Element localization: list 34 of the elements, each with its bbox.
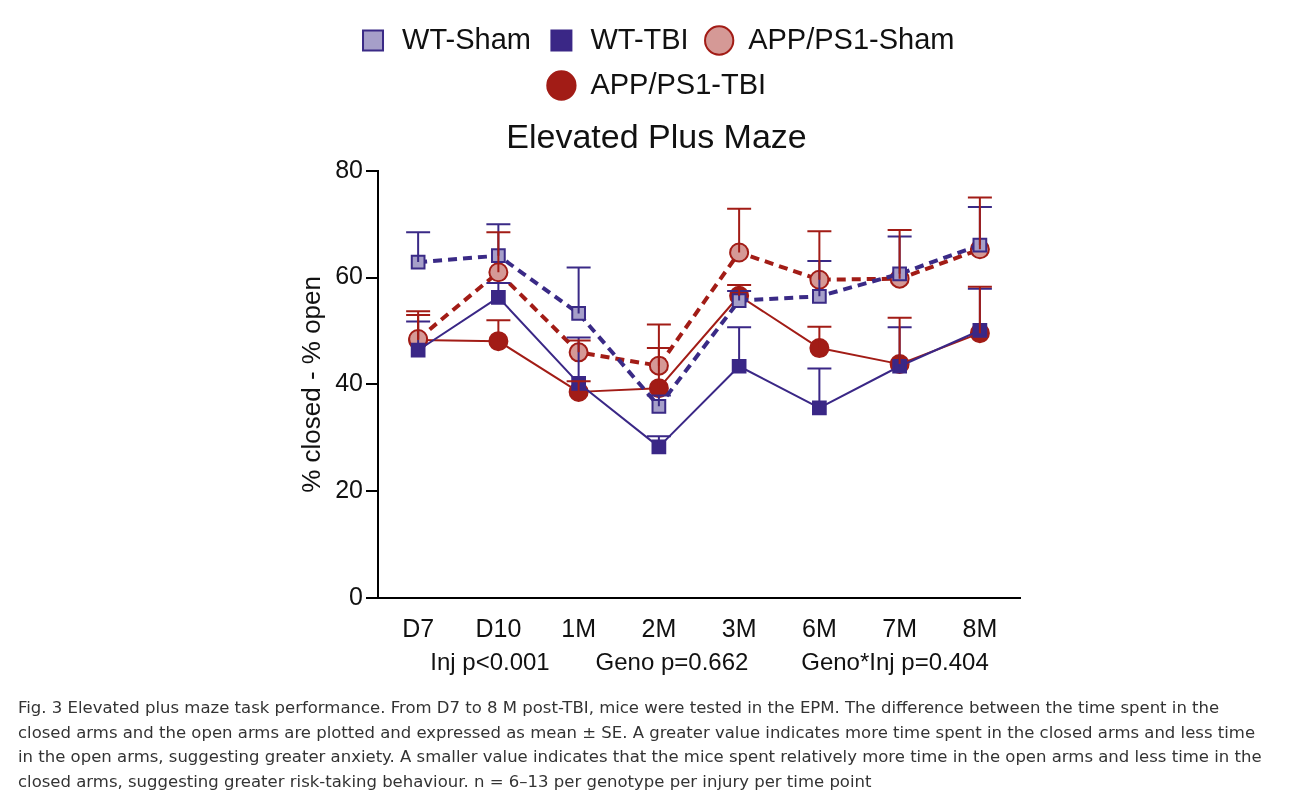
x-tick-label: 8M [962, 613, 998, 642]
point [809, 338, 830, 359]
y-tick-label: 0 [349, 581, 364, 610]
y-tick-label: 40 [335, 368, 364, 397]
x-tick-label: 2M [641, 613, 677, 642]
point [491, 289, 506, 305]
point [488, 331, 509, 352]
chart-title: Elevated Plus Maze [506, 116, 807, 155]
text: Inj p<0.001 [430, 648, 550, 676]
x-tick-label: 6M [802, 613, 837, 642]
text: Geno*Inj p=0.404 [801, 648, 989, 676]
point [410, 342, 426, 358]
point [729, 242, 750, 263]
x-tick-label: D10 [475, 613, 522, 642]
y-tick-label: 20 [335, 475, 364, 504]
x-tick-label: D7 [402, 613, 435, 642]
y-axis-title: % closed - % open [295, 276, 326, 493]
x-tick-label: 3M [721, 613, 757, 642]
legend-label: APP/PS1-Sham [748, 22, 955, 55]
point [651, 398, 667, 414]
text: Geno p=0.662 [595, 648, 749, 676]
legend-label: WT-Sham [402, 22, 531, 55]
point [812, 400, 827, 416]
x-tick-label: 7M [882, 613, 917, 642]
point [571, 306, 586, 321]
caption: Fig. 3 Elevated plus maze task performance. From D7 to 8 M post-TBI, mice were tested in the EPM. The difference between the time spent in the closed arms and the open arms are plotted and expressed as mean ± SE. A greater value indicates more time spent in the closed arms and less time in the open arms, suggesting greater anxiety. A smaller value indicates that the mice spent relatively more time in the open arms and less time in the closed arms, suggesting greater risk-taking behaviour. n = 6–13 per genotype per injury per time point [18, 697, 1263, 793]
y-tick-label: 80 [335, 154, 364, 183]
point [488, 262, 509, 283]
legend-label: WT-TBI [590, 22, 689, 55]
y-tick-label: 60 [335, 261, 364, 290]
legend-label: APP/PS1-TBI [590, 67, 767, 100]
point [731, 358, 747, 374]
point [812, 288, 827, 304]
x-tick-label: 1M [561, 613, 596, 642]
